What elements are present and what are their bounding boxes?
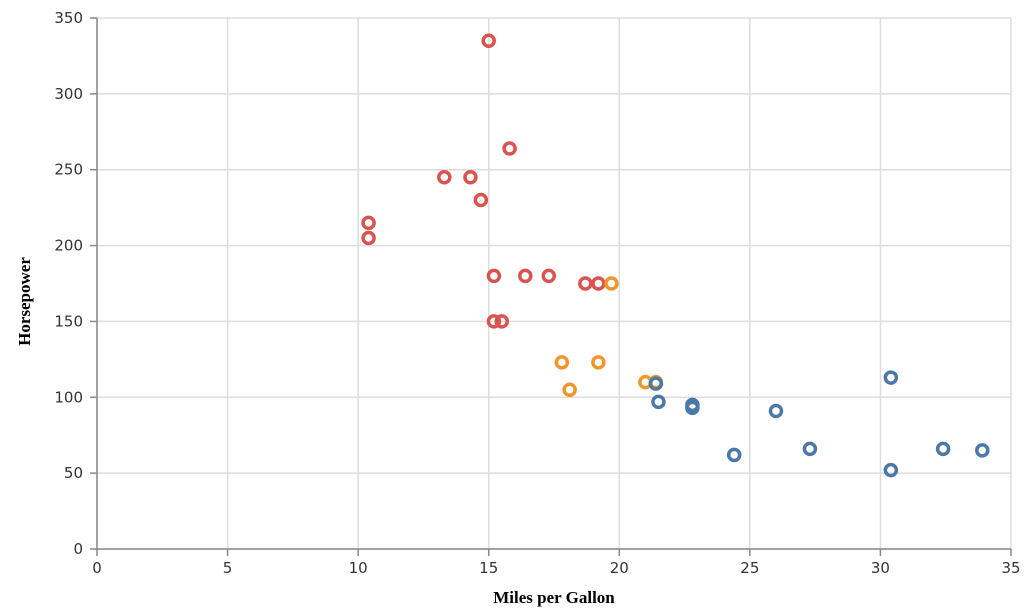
x-tick-label: 35 xyxy=(1001,559,1020,577)
data-point xyxy=(768,403,784,419)
x-tick-label: 30 xyxy=(871,559,890,577)
data-point xyxy=(935,441,951,457)
data-point xyxy=(361,215,376,231)
y-tick-label: 350 xyxy=(54,9,83,27)
y-tick-label: 250 xyxy=(54,161,83,179)
data-point xyxy=(685,400,700,416)
data-point xyxy=(554,355,570,370)
data-point xyxy=(437,170,452,185)
data-point xyxy=(883,462,899,478)
x-tick-label: 0 xyxy=(92,559,102,577)
data-point xyxy=(604,276,619,291)
data-point xyxy=(494,314,510,329)
data-point xyxy=(591,276,606,291)
data-point xyxy=(562,382,577,397)
grid-layer xyxy=(96,17,1012,550)
data-point xyxy=(361,230,376,246)
x-tick-label: 5 xyxy=(223,559,233,577)
data-point xyxy=(802,441,818,457)
data-point xyxy=(975,443,990,458)
y-tick-label: 0 xyxy=(73,540,83,558)
x-tick-label: 25 xyxy=(740,559,759,577)
data-point xyxy=(518,268,533,284)
data-point xyxy=(591,355,606,370)
data-point xyxy=(648,376,664,391)
y-tick-label: 50 xyxy=(64,464,83,482)
data-point xyxy=(486,268,502,284)
y-tick-label: 300 xyxy=(54,85,83,103)
data-point xyxy=(726,447,742,463)
data-point xyxy=(541,268,557,284)
y-tick-label: 200 xyxy=(54,237,83,255)
points-layer xyxy=(361,33,990,478)
y-tick-label: 100 xyxy=(54,388,83,406)
x-axis-title: Miles per Gallon xyxy=(493,588,615,607)
data-point xyxy=(883,370,899,385)
y-tick-label: 150 xyxy=(54,312,83,330)
data-point xyxy=(473,192,489,208)
y-axis-title: Horsepower xyxy=(15,257,34,346)
data-point xyxy=(651,394,666,410)
data-point xyxy=(481,33,496,49)
data-point xyxy=(578,276,593,291)
x-tick-label: 15 xyxy=(479,559,498,577)
x-tick-label: 10 xyxy=(349,559,368,577)
data-point xyxy=(463,170,478,185)
x-tick-label: 20 xyxy=(610,559,629,577)
data-point xyxy=(502,141,517,156)
data-point xyxy=(486,314,502,329)
